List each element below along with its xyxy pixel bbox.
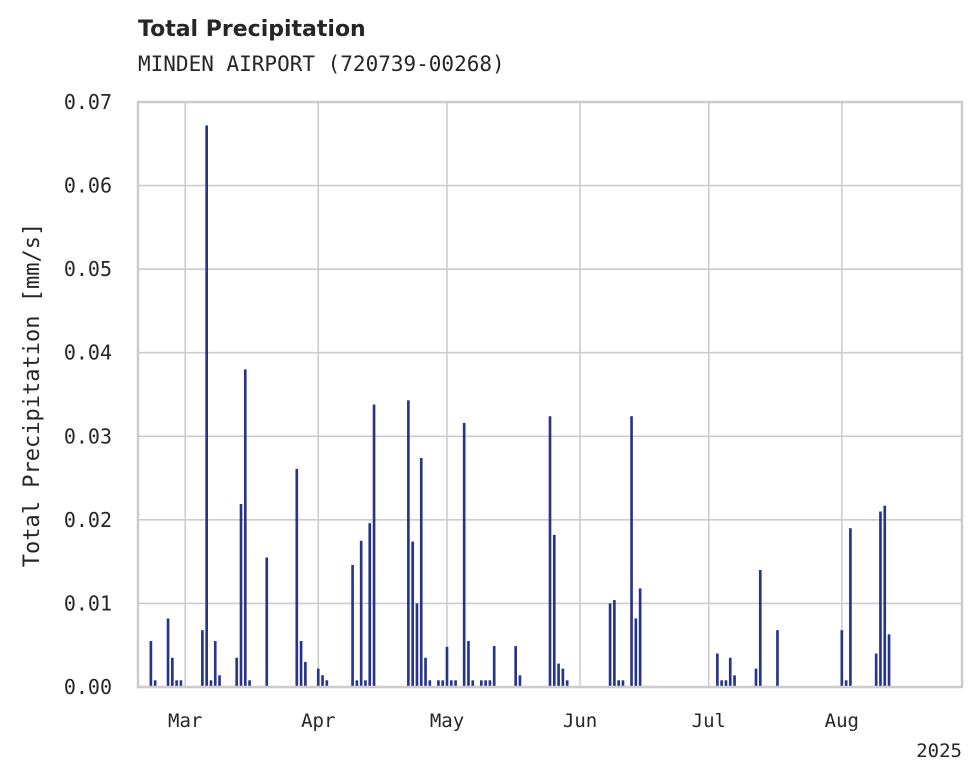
precipitation-bar	[879, 511, 882, 687]
precipitation-bar	[351, 564, 354, 687]
precipitation-bar	[471, 680, 475, 687]
precipitation-bar	[166, 618, 170, 687]
y-tick-label: 0.07	[64, 90, 112, 114]
precipitation-bar	[518, 675, 522, 687]
precipitation-bar	[205, 125, 208, 687]
precipitation-bar	[415, 603, 419, 687]
y-tick-label: 0.02	[64, 508, 112, 532]
precipitation-bar	[175, 680, 178, 687]
precipitation-bar	[218, 675, 221, 687]
precipitation-bar	[733, 675, 736, 687]
precipitation-bar	[488, 680, 492, 687]
y-tick-label: 0.03	[64, 424, 112, 448]
precipitation-bar	[484, 680, 487, 687]
precipitation-bar	[552, 534, 556, 687]
y-tick-label: 0.05	[64, 257, 112, 281]
gridlines	[138, 102, 962, 687]
precipitation-bar	[844, 680, 848, 687]
precipitation-bar	[608, 603, 612, 687]
precipitation-bar	[359, 540, 363, 687]
y-axis-ticks: 0.00 0.01 0.02 0.03 0.04 0.05 0.06 0.07	[64, 90, 112, 699]
precipitation-bar	[201, 630, 204, 687]
precipitation-bar	[304, 661, 307, 687]
precipitation-bar	[321, 675, 324, 687]
precipitation-bar	[424, 657, 427, 687]
precipitation-bar	[621, 680, 625, 687]
precipitation-bar	[325, 680, 329, 687]
y-tick-label: 0.01	[64, 591, 112, 615]
x-axis-year-label: 2025	[916, 740, 962, 762]
precipitation-bar	[299, 641, 303, 687]
precipitation-bar	[171, 657, 174, 687]
precipitation-bar	[411, 541, 414, 687]
precipitation-bar	[883, 505, 887, 687]
precipitation-bar	[149, 641, 153, 687]
precipitation-bar	[617, 680, 620, 687]
precipitation-bar	[557, 663, 560, 687]
precipitation-bar	[613, 600, 616, 687]
precipitation-bar	[179, 680, 183, 687]
precipitation-bar	[368, 523, 372, 687]
precipitation-bar	[630, 416, 633, 687]
precipitation-bar	[295, 468, 299, 687]
precipitation-bar	[728, 657, 732, 687]
precipitation-bar	[235, 657, 239, 687]
precipitation-bar	[364, 680, 367, 687]
precipitation-bar	[565, 680, 569, 687]
precipitation-bar	[776, 630, 779, 687]
precipitation-bar	[849, 528, 852, 687]
x-axis-ticks: Mar Apr May Jun Jul Aug	[168, 710, 859, 732]
precipitation-bar	[153, 680, 157, 687]
precipitation-bar	[316, 668, 320, 687]
precipitation-bar	[407, 400, 410, 687]
precipitation-bar	[213, 641, 217, 687]
precipitation-bar	[355, 680, 359, 687]
chart-subtitle: MINDEN AIRPORT (720739-00268)	[138, 52, 505, 76]
precipitation-bar	[449, 680, 453, 687]
precipitation-bar	[462, 422, 466, 687]
chart-title: Total Precipitation	[138, 17, 366, 42]
precipitation-bar	[716, 653, 719, 687]
bars	[149, 125, 891, 687]
y-tick-label: 0.00	[64, 675, 112, 699]
y-axis-label: Total Precipitation [mm/s]	[20, 223, 45, 567]
x-tick-label: Mar	[168, 710, 202, 732]
precipitation-bar	[492, 646, 496, 687]
y-tick-label: 0.06	[64, 174, 112, 198]
precipitation-bar	[874, 653, 878, 687]
precipitation-bar	[634, 618, 638, 687]
x-tick-label: Apr	[301, 710, 335, 732]
precipitation-bar	[720, 680, 723, 687]
precipitation-bar	[419, 458, 423, 687]
precipitation-bar	[441, 680, 445, 687]
precipitation-bar	[561, 668, 565, 687]
precipitation-bar	[754, 668, 758, 687]
precipitation-bar	[514, 646, 517, 687]
precipitation-bar	[548, 416, 552, 687]
precipitation-bar	[372, 404, 376, 687]
x-tick-label: May	[430, 710, 464, 732]
precipitation-bar	[248, 680, 251, 687]
x-tick-label: Aug	[825, 710, 859, 732]
precipitation-bar	[480, 680, 483, 687]
precipitation-bar	[428, 680, 432, 687]
precipitation-bar	[840, 630, 844, 687]
plot-frame	[136, 100, 964, 689]
y-tick-label: 0.04	[64, 341, 112, 365]
precipitation-bar	[758, 570, 762, 687]
precipitation-bar	[724, 680, 728, 687]
precipitation-bar	[445, 646, 449, 687]
precipitation-bar	[265, 557, 269, 687]
precipitation-bar	[454, 680, 457, 687]
x-tick-label: Jun	[563, 710, 597, 732]
precipitation-bar	[239, 503, 243, 687]
precipitation-bar	[437, 680, 440, 687]
precipitation-bar	[638, 588, 642, 687]
precipitation-bar	[209, 680, 213, 687]
precipitation-bar	[887, 634, 891, 687]
precipitation-bar	[243, 369, 247, 687]
x-tick-label: Jul	[692, 710, 726, 732]
precipitation-bar	[467, 641, 470, 687]
